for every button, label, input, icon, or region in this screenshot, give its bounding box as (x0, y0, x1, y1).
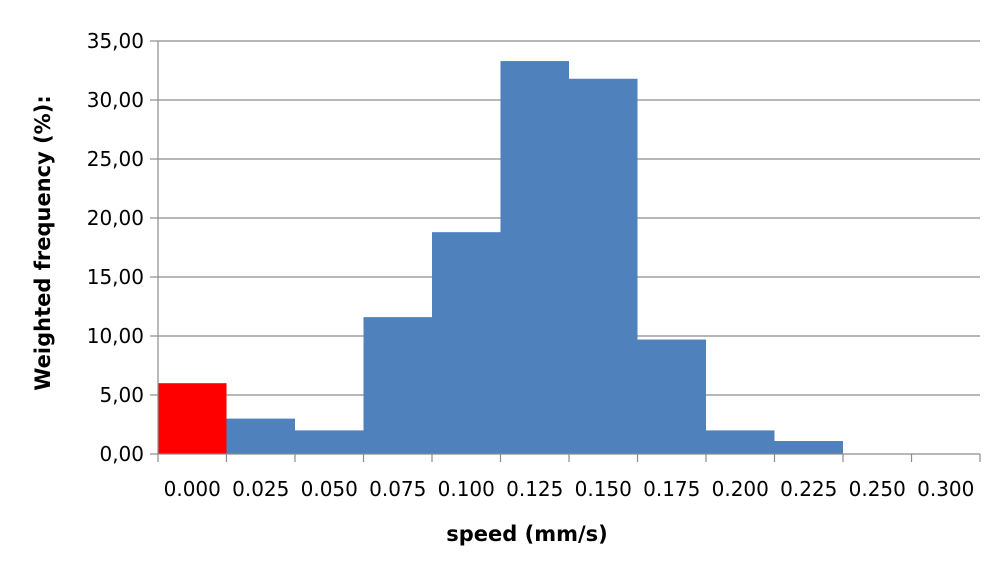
y-tick-labels: 0,00 5,00 10,00 15,00 20,00 25,00 30,00 35,00 (87, 29, 144, 466)
x-tick-label: 0.025 (232, 477, 289, 501)
y-axis-title: Weighted frequency (%): (31, 95, 55, 390)
x-tick-label: 0.300 (917, 477, 974, 501)
bar-0.100 (432, 232, 501, 454)
bar-0.125 (500, 61, 569, 455)
x-tick-label: 0.000 (164, 477, 221, 501)
bar-0.050 (295, 430, 364, 454)
x-tick-label: 0.175 (643, 477, 700, 501)
x-tick-label: 0.125 (506, 477, 563, 501)
bar-0.000 (158, 383, 227, 454)
axes (150, 40, 981, 462)
y-tick-label: 20,00 (87, 206, 144, 230)
y-tick-label: 35,00 (87, 29, 144, 53)
x-tick-label: 0.225 (780, 477, 837, 501)
x-tick-label: 0.050 (301, 477, 358, 501)
y-tick-label: 25,00 (87, 147, 144, 171)
bar-0.225 (774, 441, 843, 454)
x-tick-label: 0.250 (849, 477, 906, 501)
bar-0.175 (637, 339, 706, 454)
x-tick-label: 0.075 (369, 477, 426, 501)
bar-0.150 (569, 78, 638, 454)
y-tick-label: 5,00 (99, 383, 144, 407)
x-tick-label: 0.100 (438, 477, 495, 501)
bar-0.025 (226, 418, 295, 454)
x-tick-label: 0.200 (712, 477, 769, 501)
y-tick-label: 0,00 (99, 442, 144, 466)
bars (158, 61, 843, 455)
bar-0.200 (706, 430, 775, 454)
x-tick-labels: 0.000 0.025 0.050 0.075 0.100 0.125 0.150 0.175… (164, 477, 975, 501)
x-axis-title: speed (mm/s) (446, 522, 608, 546)
y-tick-label: 15,00 (87, 265, 144, 289)
y-tick-label: 30,00 (87, 88, 144, 112)
x-tick-label: 0.150 (575, 477, 632, 501)
bar-0.075 (363, 317, 432, 454)
y-tick-label: 10,00 (87, 324, 144, 348)
